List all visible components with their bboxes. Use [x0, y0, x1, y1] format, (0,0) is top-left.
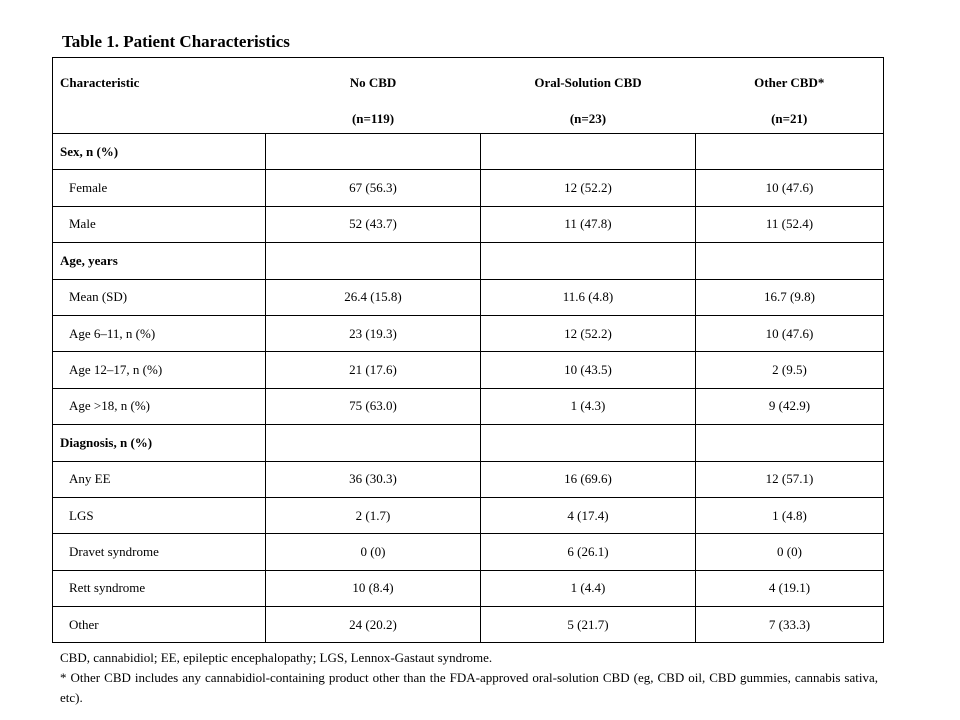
table-row: LGS 2 (1.7) 4 (17.4) 1 (4.8): [52, 496, 884, 535]
row-label: Age 6–11, n (%): [52, 314, 266, 353]
cell: 2 (9.5): [695, 351, 884, 389]
table-title: Table 1. Patient Characteristics: [62, 32, 290, 51]
cell: 23 (19.3): [265, 314, 481, 353]
column-n: (n=119): [351, 111, 395, 126]
table-row: Any EE 36 (30.3) 16 (69.6) 12 (57.1): [52, 460, 884, 498]
cell: 21 (17.6): [265, 351, 481, 389]
table-row: Dravet syndrome 0 (0) 6 (26.1) 0 (0): [52, 533, 884, 571]
cell: 0 (0): [265, 533, 481, 571]
cell: 1 (4.3): [480, 387, 696, 426]
cell: 12 (52.2): [480, 314, 696, 353]
row-label: Any EE: [52, 460, 266, 498]
row-label: LGS: [52, 496, 266, 535]
cell: 10 (43.5): [480, 351, 696, 389]
row-label: Other: [52, 606, 266, 644]
table-row: Sex, n (%): [52, 132, 884, 171]
cell: 6 (26.1): [480, 533, 696, 571]
cell: 5 (21.7): [480, 606, 696, 644]
table-row: Male 52 (43.7) 11 (47.8) 11 (52.4): [52, 205, 884, 244]
header-label: Characteristic: [60, 75, 140, 90]
table-row: Female 67 (56.3) 12 (52.2) 10 (47.6): [52, 169, 884, 207]
empty-cell: [695, 424, 884, 462]
column-name: Other CBD*: [754, 75, 825, 90]
table-row: Diagnosis, n (%): [52, 424, 884, 462]
cell: 24 (20.2): [265, 606, 481, 644]
cell: 36 (30.3): [265, 460, 481, 498]
cell: 10 (47.6): [695, 169, 884, 207]
cell: 10 (47.6): [695, 314, 884, 353]
table-body: Sex, n (%) Female 67 (56.3) 12 (52.2) 10 (47…: [52, 132, 884, 644]
table: Characteristic No CBD (n=119) Oral-Solutio…: [52, 57, 884, 644]
empty-cell: [695, 242, 884, 280]
cell: 67 (56.3): [265, 169, 481, 207]
row-label: Rett syndrome: [52, 569, 266, 608]
table-row: Age >18, n (%) 75 (63.0) 1 (4.3) 9 (42.9): [52, 387, 884, 426]
header-cell: No CBD (n=119): [265, 57, 481, 134]
header-cell: Other CBD* (n=21): [695, 57, 884, 134]
cell: 2 (1.7): [265, 496, 481, 535]
table-row: Mean (SD) 26.4 (15.8) 11.6 (4.8) 16.7 (9.8): [52, 278, 884, 316]
cell: 10 (8.4): [265, 569, 481, 608]
table-row: Age, years: [52, 242, 884, 280]
cell: 4 (17.4): [480, 496, 696, 535]
empty-cell: [695, 132, 884, 171]
row-label: Age >18, n (%): [52, 387, 266, 426]
header-cell: Oral-Solution CBD (n=23): [480, 57, 696, 134]
cell: 75 (63.0): [265, 387, 481, 426]
header-cell: Characteristic: [52, 57, 266, 134]
cell: 1 (4.8): [695, 496, 884, 535]
cell: 16.7 (9.8): [695, 278, 884, 316]
column-n: (n=23): [569, 111, 607, 126]
column-n: (n=21): [771, 111, 808, 126]
column-name: Oral-Solution CBD: [534, 75, 642, 90]
table-row: Age 6–11, n (%) 23 (19.3) 12 (52.2) 10 (47.…: [52, 314, 884, 353]
section-label: Diagnosis, n (%): [52, 424, 266, 462]
header-row: Characteristic No CBD (n=119) Oral-Solutio…: [52, 57, 884, 134]
row-label: Age 12–17, n (%): [52, 351, 266, 389]
row-label: Male: [52, 205, 266, 244]
cell: 4 (19.1): [695, 569, 884, 608]
column-name: No CBD: [349, 75, 397, 90]
cell: 12 (52.2): [480, 169, 696, 207]
cell: 16 (69.6): [480, 460, 696, 498]
row-label: Dravet syndrome: [52, 533, 266, 571]
cell: 1 (4.4): [480, 569, 696, 608]
footnote: * Other CBD includes any cannabidiol-con…: [60, 670, 878, 705]
empty-cell: [480, 132, 696, 171]
footnote: CBD, cannabidiol; EE, epileptic encephal…: [60, 650, 493, 665]
cell: 11 (47.8): [480, 205, 696, 244]
cell: 11 (52.4): [695, 205, 884, 244]
row-label: Female: [52, 169, 266, 207]
table-row: Age 12–17, n (%) 21 (17.6) 10 (43.5) 2 (9.5…: [52, 351, 884, 389]
row-label: Mean (SD): [52, 278, 266, 316]
empty-cell: [480, 242, 696, 280]
section-label: Age, years: [52, 242, 266, 280]
cell: 26.4 (15.8): [265, 278, 481, 316]
footnotes: CBD, cannabidiol; EE, epileptic encephal…: [60, 648, 878, 708]
empty-cell: [480, 424, 696, 462]
cell: 0 (0): [695, 533, 884, 571]
table-row: Other 24 (20.2) 5 (21.7) 7 (33.3): [52, 606, 884, 644]
section-label: Sex, n (%): [52, 132, 266, 171]
empty-cell: [265, 424, 481, 462]
cell: 11.6 (4.8): [480, 278, 696, 316]
empty-cell: [265, 132, 481, 171]
cell: 7 (33.3): [695, 606, 884, 644]
cell: 12 (57.1): [695, 460, 884, 498]
empty-cell: [265, 242, 481, 280]
table-row: Rett syndrome 10 (8.4) 1 (4.4) 4 (19.1): [52, 569, 884, 608]
cell: 52 (43.7): [265, 205, 481, 244]
cell: 9 (42.9): [695, 387, 884, 426]
